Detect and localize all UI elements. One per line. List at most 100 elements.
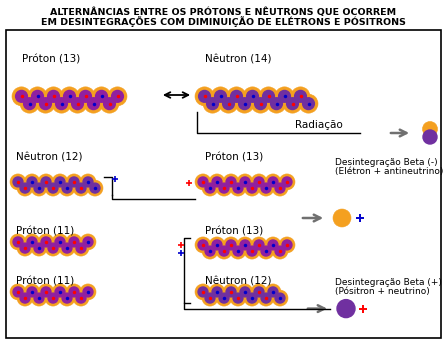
Circle shape bbox=[223, 237, 239, 253]
Circle shape bbox=[195, 237, 211, 253]
Circle shape bbox=[112, 91, 123, 102]
Circle shape bbox=[259, 87, 278, 106]
Circle shape bbox=[76, 183, 86, 193]
Circle shape bbox=[233, 183, 243, 193]
Circle shape bbox=[244, 243, 260, 259]
Circle shape bbox=[198, 240, 208, 250]
Circle shape bbox=[287, 98, 299, 109]
Circle shape bbox=[76, 243, 86, 253]
Circle shape bbox=[251, 94, 270, 113]
Circle shape bbox=[243, 87, 262, 106]
Circle shape bbox=[251, 284, 267, 300]
Circle shape bbox=[226, 240, 236, 250]
Circle shape bbox=[231, 91, 242, 102]
Circle shape bbox=[96, 91, 107, 102]
Circle shape bbox=[31, 180, 47, 196]
Circle shape bbox=[34, 243, 44, 253]
Circle shape bbox=[48, 91, 59, 102]
Circle shape bbox=[198, 177, 208, 187]
Circle shape bbox=[209, 284, 225, 300]
Circle shape bbox=[28, 87, 47, 106]
Text: ALTERNÂNCIAS ENTRE OS PRÓTONS E NÊUTRONS QUE OCORREM: ALTERNÂNCIAS ENTRE OS PRÓTONS E NÊUTRONS… bbox=[50, 7, 396, 16]
Circle shape bbox=[48, 293, 58, 303]
Circle shape bbox=[13, 237, 23, 247]
Circle shape bbox=[10, 234, 26, 250]
Circle shape bbox=[63, 91, 76, 102]
Text: Próton (13): Próton (13) bbox=[205, 153, 263, 163]
Circle shape bbox=[230, 180, 246, 196]
Text: Próton (13): Próton (13) bbox=[205, 226, 263, 236]
Circle shape bbox=[282, 177, 292, 187]
Circle shape bbox=[24, 284, 40, 300]
Circle shape bbox=[207, 98, 219, 109]
Text: Próton (13): Próton (13) bbox=[22, 55, 80, 65]
Circle shape bbox=[203, 94, 222, 113]
Circle shape bbox=[73, 180, 89, 196]
Circle shape bbox=[62, 183, 72, 193]
Circle shape bbox=[45, 240, 61, 256]
Circle shape bbox=[10, 174, 26, 190]
Circle shape bbox=[272, 243, 288, 259]
Circle shape bbox=[66, 234, 82, 250]
Circle shape bbox=[212, 177, 222, 187]
Circle shape bbox=[275, 87, 294, 106]
Circle shape bbox=[230, 243, 246, 259]
Circle shape bbox=[55, 237, 65, 247]
Circle shape bbox=[244, 180, 260, 196]
Circle shape bbox=[261, 246, 271, 256]
Circle shape bbox=[27, 177, 37, 187]
Circle shape bbox=[268, 287, 278, 297]
Circle shape bbox=[268, 240, 278, 250]
Circle shape bbox=[100, 94, 119, 113]
Circle shape bbox=[254, 240, 264, 250]
Circle shape bbox=[62, 293, 72, 303]
Circle shape bbox=[244, 290, 260, 306]
Circle shape bbox=[247, 293, 257, 303]
Circle shape bbox=[303, 98, 314, 109]
Text: EM DESINTEGRAÇÕES COM DIMINUIÇÃO DE ELÉTRONS E PÓSITRONS: EM DESINTEGRAÇÕES COM DIMINUIÇÃO DE ELÉT… bbox=[41, 16, 405, 27]
Circle shape bbox=[80, 234, 96, 250]
Circle shape bbox=[270, 98, 283, 109]
Circle shape bbox=[31, 240, 47, 256]
Circle shape bbox=[202, 290, 218, 306]
Text: Nêutron (12): Nêutron (12) bbox=[16, 153, 83, 163]
Circle shape bbox=[216, 290, 232, 306]
Circle shape bbox=[59, 180, 75, 196]
Circle shape bbox=[283, 94, 302, 113]
Text: (Elétron + antineutrino): (Elétron + antineutrino) bbox=[335, 167, 443, 176]
Circle shape bbox=[38, 234, 54, 250]
Circle shape bbox=[31, 290, 47, 306]
Circle shape bbox=[262, 91, 274, 102]
Circle shape bbox=[258, 180, 274, 196]
Circle shape bbox=[73, 290, 89, 306]
Text: Nêutron (14): Nêutron (14) bbox=[205, 55, 271, 65]
Circle shape bbox=[52, 284, 68, 300]
Circle shape bbox=[267, 94, 286, 113]
Circle shape bbox=[212, 287, 222, 297]
Circle shape bbox=[282, 240, 292, 250]
Circle shape bbox=[73, 240, 89, 256]
Circle shape bbox=[237, 174, 253, 190]
Circle shape bbox=[278, 91, 291, 102]
Circle shape bbox=[275, 183, 285, 193]
Circle shape bbox=[202, 180, 218, 196]
Circle shape bbox=[90, 183, 100, 193]
Circle shape bbox=[237, 237, 253, 253]
Circle shape bbox=[20, 243, 30, 253]
Circle shape bbox=[34, 293, 44, 303]
Circle shape bbox=[87, 180, 103, 196]
Circle shape bbox=[233, 293, 243, 303]
Circle shape bbox=[258, 243, 274, 259]
Circle shape bbox=[216, 243, 232, 259]
Circle shape bbox=[254, 287, 264, 297]
Circle shape bbox=[32, 91, 43, 102]
Circle shape bbox=[198, 287, 208, 297]
Circle shape bbox=[223, 284, 239, 300]
Circle shape bbox=[205, 293, 215, 303]
Circle shape bbox=[69, 237, 79, 247]
Circle shape bbox=[247, 183, 257, 193]
Circle shape bbox=[59, 290, 75, 306]
Circle shape bbox=[255, 98, 266, 109]
Circle shape bbox=[108, 87, 127, 106]
Circle shape bbox=[69, 177, 79, 187]
